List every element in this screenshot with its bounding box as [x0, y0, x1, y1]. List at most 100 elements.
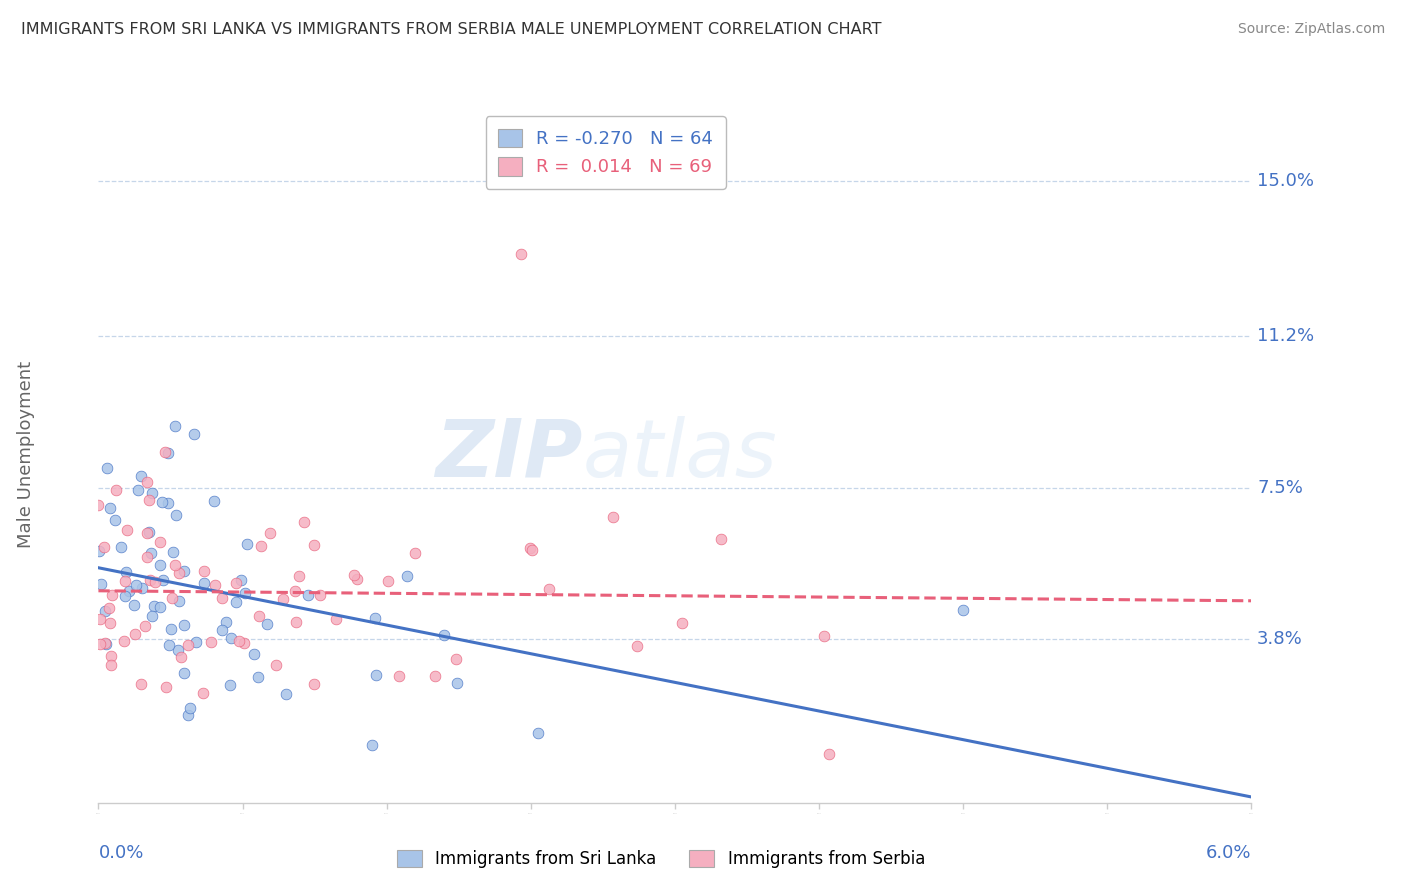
Point — [284, 584, 307, 599]
Point — [256, 617, 278, 632]
Point — [537, 582, 560, 596]
Point — [170, 650, 193, 665]
Point — [395, 569, 418, 583]
Point — [671, 616, 693, 631]
Point — [952, 603, 974, 617]
Point — [160, 622, 183, 636]
Text: 6.0%: 6.0% — [1206, 844, 1251, 862]
Point — [446, 675, 468, 690]
Point — [165, 419, 187, 434]
Point — [149, 599, 172, 614]
Point — [817, 747, 839, 761]
Point — [284, 615, 307, 629]
Point — [602, 509, 624, 524]
Legend: Immigrants from Sri Lanka, Immigrants from Serbia: Immigrants from Sri Lanka, Immigrants fr… — [389, 843, 932, 875]
Legend: R = -0.270   N = 64, R =  0.014   N = 69: R = -0.270 N = 64, R = 0.014 N = 69 — [485, 116, 725, 189]
Point — [127, 483, 149, 497]
Point — [404, 546, 426, 560]
Point — [96, 637, 118, 651]
Text: 15.0%: 15.0% — [1257, 171, 1315, 190]
Point — [173, 618, 195, 632]
Point — [297, 588, 319, 602]
Point — [143, 575, 166, 590]
Point — [626, 640, 648, 654]
Point — [200, 635, 222, 649]
Point — [105, 483, 128, 497]
Point — [104, 513, 127, 527]
Point — [136, 526, 159, 541]
Point — [183, 427, 205, 442]
Point — [96, 461, 118, 475]
Point — [173, 564, 195, 578]
Text: ZIP: ZIP — [436, 416, 582, 494]
Point — [520, 543, 543, 558]
Point — [136, 475, 159, 490]
Point — [264, 657, 287, 672]
Point — [233, 586, 256, 600]
Point — [364, 610, 387, 624]
Point — [177, 638, 200, 652]
Point — [247, 608, 270, 623]
Point — [292, 515, 315, 529]
Point — [211, 591, 233, 606]
Point — [193, 576, 215, 591]
Point — [124, 598, 146, 612]
Point — [93, 540, 115, 554]
Point — [510, 247, 533, 261]
Point — [101, 588, 124, 602]
Point — [232, 636, 254, 650]
Point — [423, 669, 446, 683]
Point — [218, 678, 240, 692]
Point — [141, 485, 163, 500]
Point — [93, 636, 115, 650]
Point — [139, 546, 162, 560]
Point — [191, 686, 214, 700]
Point — [346, 572, 368, 586]
Text: Male Unemployment: Male Unemployment — [17, 361, 35, 549]
Point — [110, 540, 132, 554]
Point — [156, 446, 179, 460]
Point — [302, 676, 325, 690]
Point — [813, 630, 835, 644]
Point — [325, 612, 347, 626]
Point — [276, 687, 298, 701]
Point — [179, 701, 201, 715]
Point — [204, 494, 226, 508]
Point — [141, 608, 163, 623]
Point — [229, 574, 252, 588]
Point — [149, 558, 172, 573]
Point — [360, 739, 382, 753]
Point — [225, 575, 247, 590]
Point — [302, 538, 325, 552]
Text: Source: ZipAtlas.com: Source: ZipAtlas.com — [1237, 22, 1385, 37]
Point — [433, 628, 456, 642]
Point — [138, 525, 160, 540]
Point — [167, 566, 190, 580]
Text: 11.2%: 11.2% — [1257, 327, 1315, 345]
Point — [142, 599, 165, 613]
Point — [176, 708, 198, 723]
Point — [153, 445, 176, 459]
Point — [124, 627, 146, 641]
Point — [243, 647, 266, 661]
Point — [165, 508, 187, 522]
Point — [167, 594, 190, 608]
Point — [167, 642, 190, 657]
Point — [156, 496, 179, 510]
Point — [87, 544, 110, 558]
Point — [259, 526, 281, 541]
Point — [193, 564, 215, 578]
Text: atlas: atlas — [582, 416, 778, 494]
Point — [150, 495, 173, 509]
Point — [527, 725, 550, 739]
Point — [162, 545, 184, 559]
Point — [162, 591, 184, 605]
Point — [124, 578, 146, 592]
Point — [98, 501, 121, 516]
Point — [129, 468, 152, 483]
Point — [271, 591, 294, 606]
Point — [247, 670, 270, 684]
Point — [446, 652, 468, 666]
Point — [377, 574, 399, 588]
Point — [129, 677, 152, 691]
